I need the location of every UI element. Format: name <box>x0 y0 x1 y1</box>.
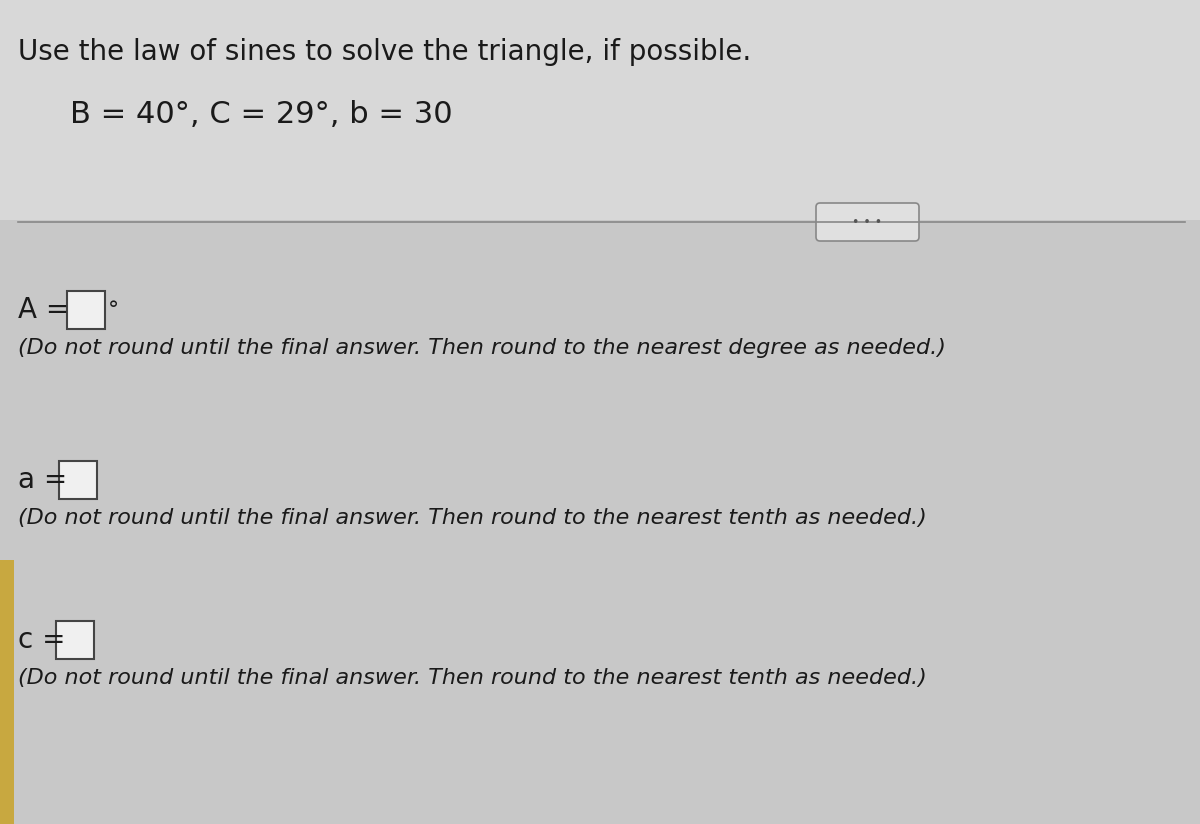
Text: c =: c = <box>18 626 66 654</box>
FancyBboxPatch shape <box>59 461 97 499</box>
FancyBboxPatch shape <box>67 291 106 329</box>
Text: • • •: • • • <box>852 216 882 228</box>
Bar <box>0 560 14 824</box>
Text: (Do not round until the final answer. Then round to the nearest tenth as needed.: (Do not round until the final answer. Th… <box>18 668 926 688</box>
Text: (Do not round until the final answer. Then round to the nearest tenth as needed.: (Do not round until the final answer. Th… <box>18 508 926 528</box>
Text: B = 40°, C = 29°, b = 30: B = 40°, C = 29°, b = 30 <box>70 100 452 129</box>
FancyBboxPatch shape <box>56 621 94 659</box>
Text: a =: a = <box>18 466 67 494</box>
Text: Use the law of sines to solve the triangle, if possible.: Use the law of sines to solve the triang… <box>18 38 751 66</box>
Text: °: ° <box>108 300 119 320</box>
Bar <box>0 0 1200 220</box>
FancyBboxPatch shape <box>816 203 919 241</box>
Text: (Do not round until the final answer. Then round to the nearest degree as needed: (Do not round until the final answer. Th… <box>18 338 946 358</box>
Text: A =: A = <box>18 296 70 324</box>
